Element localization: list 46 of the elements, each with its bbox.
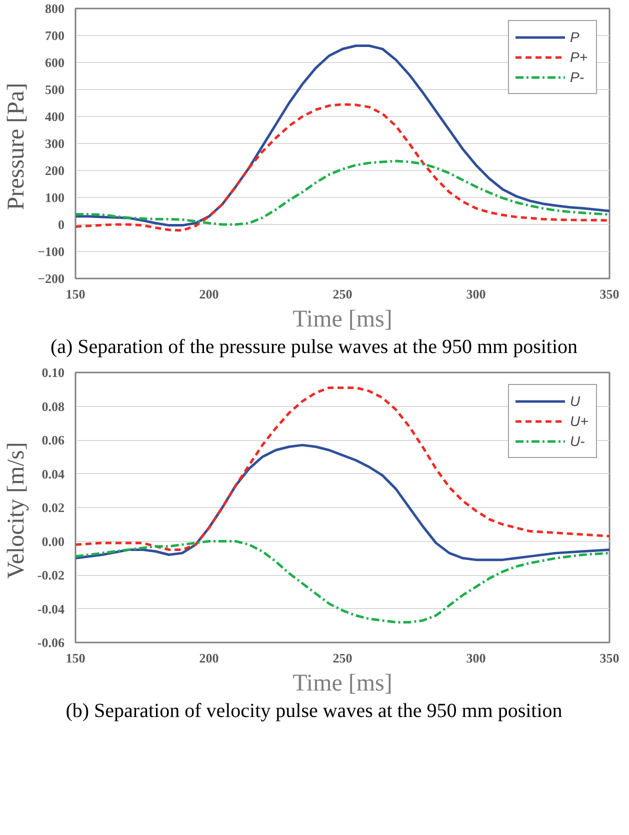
legend-label: P — [570, 29, 580, 45]
y-tick-label: 0.02 — [42, 500, 64, 515]
y-tick-label: 0.00 — [42, 534, 64, 549]
y-tick-label: 400 — [45, 109, 64, 124]
y-tick-label: 0.06 — [42, 432, 65, 448]
y-tick-label: 0.10 — [42, 365, 64, 380]
x-tick-label: 200 — [199, 650, 219, 666]
y-tick-label: 100 — [45, 190, 64, 205]
line-series — [76, 160, 610, 226]
x-axis-title: Time [ms] — [292, 670, 392, 696]
x-axis-title: Time [ms] — [292, 306, 392, 332]
y-tick-label: 0.08 — [42, 398, 65, 414]
y-tick-label: 0 — [58, 217, 64, 232]
y-tick-label: 800 — [45, 1, 64, 16]
x-tick-label: 350 — [600, 286, 620, 302]
y-tick-label: -0.02 — [37, 568, 65, 582]
x-tick-label: 300 — [466, 650, 486, 666]
x-tick-label: 350 — [600, 650, 620, 666]
legend-label: U+ — [570, 413, 590, 429]
y-tick-label: 600 — [45, 55, 64, 70]
y-tick-label: 700 — [45, 28, 64, 43]
legend-label: P+ — [570, 49, 589, 65]
x-tick-label: 150 — [66, 286, 86, 302]
line-series — [76, 386, 610, 551]
y-tick-label: 0.04 — [42, 466, 65, 482]
y-axis-title: Pressure [Pa] — [4, 82, 30, 210]
text: (b) Separation of velocity pulse waves at the 950 mm position — [66, 699, 562, 724]
y-tick-label: 500 — [45, 82, 64, 97]
y-tick-label: -0.04 — [37, 601, 65, 616]
line-series — [76, 103, 610, 232]
y-tick-label: −200 — [38, 271, 65, 286]
legend-label: U — [570, 393, 582, 409]
legend-label: U- — [570, 433, 586, 449]
x-tick-label: 250 — [332, 286, 352, 302]
x-tick-label: 150 — [66, 650, 86, 666]
y-tick-label: 300 — [45, 136, 64, 151]
x-tick-label: 300 — [466, 286, 486, 302]
y-tick-label: -0.06 — [37, 635, 65, 650]
x-tick-label: 250 — [332, 650, 352, 666]
x-tick-label: 200 — [199, 286, 219, 302]
line-series — [76, 540, 610, 624]
y-axis-title: Velocity [m/s] — [3, 442, 30, 579]
text: (a) Separation of the pressure pulse waves at the 950 mm position — [50, 335, 578, 360]
y-tick-label: 200 — [45, 163, 64, 178]
y-tick-label: −100 — [38, 244, 65, 259]
legend-label: P- — [570, 69, 585, 85]
